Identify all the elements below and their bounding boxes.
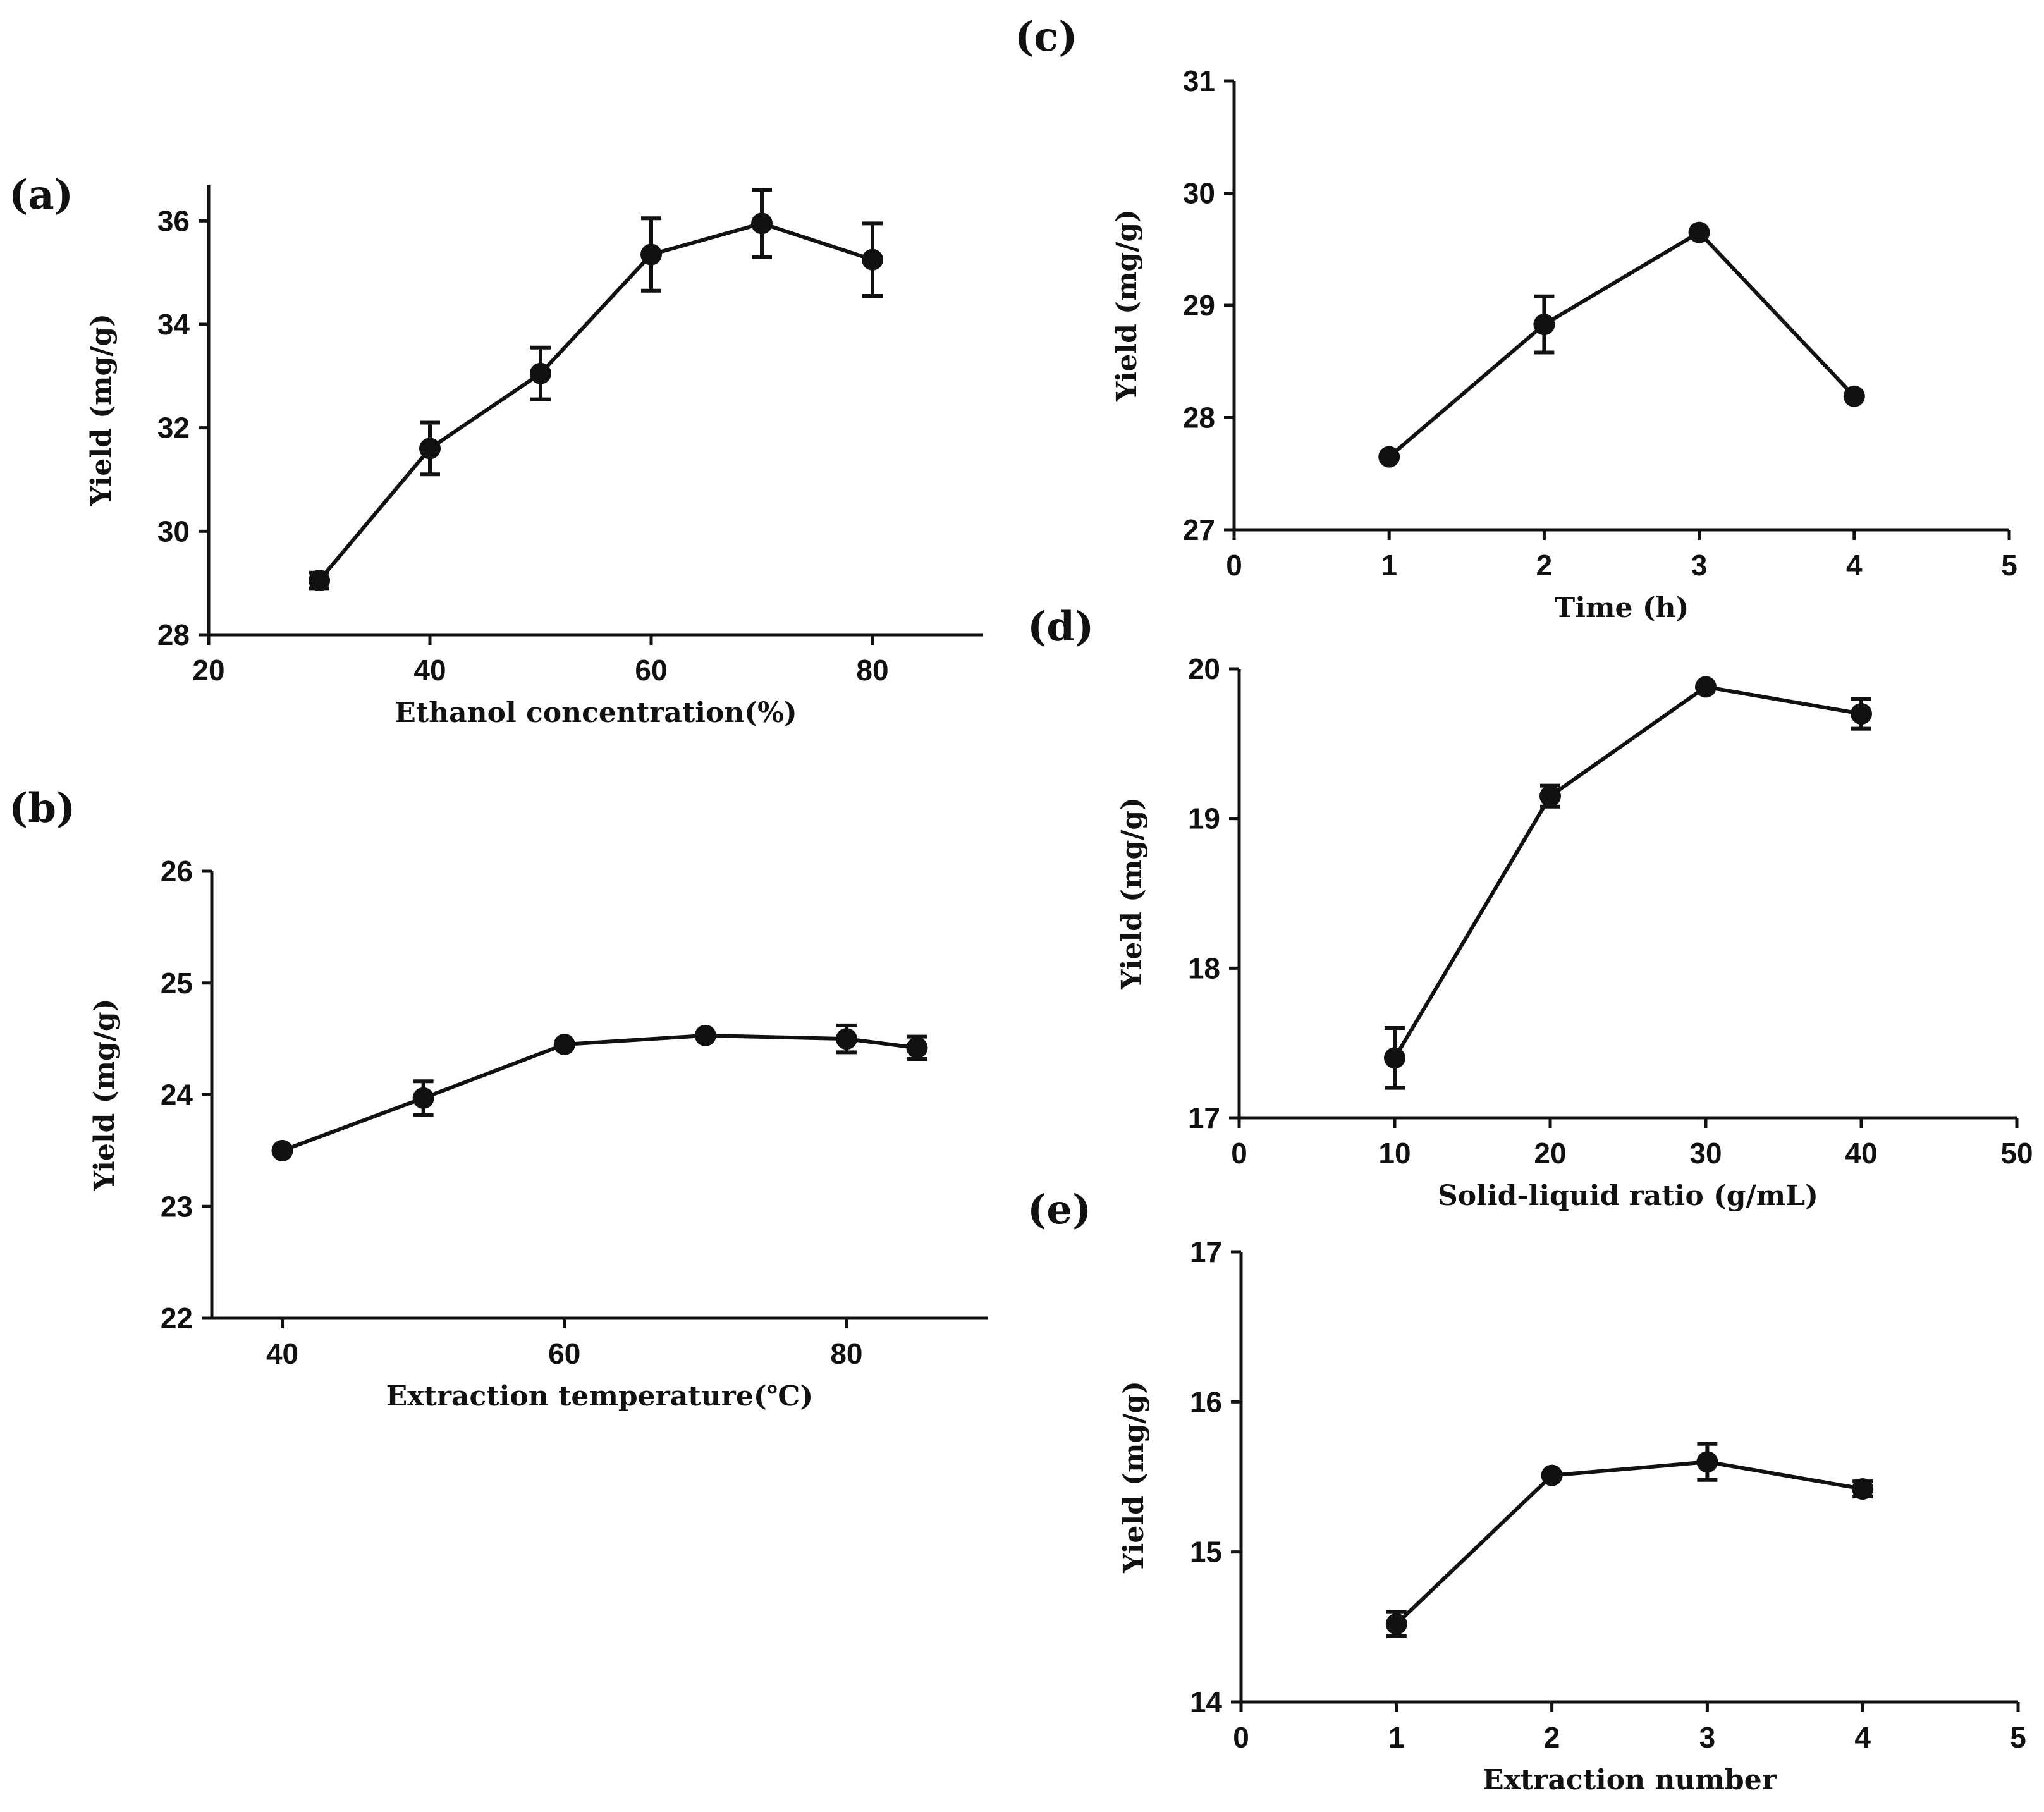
x-axis-title-a: Ethanol concentration(%) — [395, 697, 797, 729]
y-tick-label-a: 28 — [157, 618, 190, 651]
x-tick-label-e: 1 — [1388, 1721, 1405, 1754]
data-point-b-2 — [553, 1033, 575, 1055]
data-point-a-2 — [530, 362, 551, 384]
data-point-a-0 — [309, 570, 330, 592]
y-tick-label-e: 17 — [1190, 1235, 1222, 1268]
y-tick-label-d: 20 — [1188, 652, 1220, 685]
y-tick-label-c: 28 — [1183, 401, 1215, 434]
data-point-e-0 — [1385, 1613, 1407, 1635]
y-axis-title-c: Yield (mg/g) — [1111, 209, 1143, 402]
y-tick-label-c: 30 — [1183, 177, 1215, 210]
y-tick-label-a: 30 — [157, 515, 190, 548]
x-tick-label-e: 4 — [1854, 1721, 1871, 1754]
x-tick-label-e: 2 — [1544, 1721, 1560, 1754]
data-point-a-4 — [751, 212, 773, 235]
x-tick-label-c: 4 — [1846, 549, 1863, 582]
x-tick-label-d: 30 — [1689, 1137, 1722, 1170]
y-tick-label-d: 17 — [1188, 1101, 1220, 1134]
y-tick-label-e: 16 — [1190, 1385, 1222, 1418]
series-line-e-0 — [1395, 1460, 1863, 1625]
data-point-a-1 — [419, 438, 441, 460]
data-point-c-0 — [1378, 446, 1400, 468]
series-line-b-0 — [281, 1033, 917, 1153]
y-tick-label-c: 31 — [1183, 64, 1215, 97]
y-tick-label-d: 19 — [1188, 802, 1220, 835]
data-point-c-2 — [1688, 221, 1710, 243]
x-tick-label-b: 80 — [830, 1337, 862, 1370]
series-line-c-0 — [1388, 230, 1856, 458]
data-point-e-3 — [1852, 1478, 1874, 1500]
panel-label-c: (c) — [1015, 13, 1078, 61]
data-point-a-5 — [862, 248, 883, 271]
series-line-a-0 — [317, 221, 873, 582]
y-tick-label-b: 24 — [161, 1079, 193, 1111]
x-axis-title-c: Time (h) — [1555, 592, 1689, 624]
panel-label-e: (e) — [1027, 1186, 1091, 1234]
data-point-d-1 — [1539, 785, 1561, 807]
data-point-c-1 — [1533, 314, 1555, 336]
y-tick-label-d: 18 — [1188, 952, 1220, 984]
y-tick-label-c: 27 — [1183, 513, 1215, 546]
data-point-b-0 — [271, 1139, 293, 1161]
y-tick-label-b: 25 — [161, 967, 193, 1000]
x-tick-label-b: 40 — [266, 1337, 298, 1370]
series-line-d-0 — [1393, 685, 1862, 1059]
y-tick-label-e: 14 — [1190, 1686, 1223, 1718]
x-tick-label-c: 2 — [1536, 549, 1553, 582]
x-tick-label-e: 0 — [1233, 1721, 1249, 1754]
x-axis-title-e: Extraction number — [1483, 1764, 1777, 1796]
chart-panel-d: (d) 0 10 20 30 40 50 17 18 19 20 Solid-liquid ratio… — [1027, 603, 2033, 1212]
data-point-e-2 — [1696, 1451, 1718, 1473]
y-tick-label-e: 15 — [1190, 1536, 1222, 1569]
panel-label-b: (b) — [9, 785, 75, 832]
data-point-e-1 — [1541, 1464, 1563, 1486]
x-tick-label-a: 40 — [413, 654, 446, 687]
x-axis-title-b: Extraction temperature(℃) — [386, 1380, 813, 1412]
y-axis-title-e: Yield (mg/g) — [1118, 1381, 1150, 1574]
data-point-d-3 — [1851, 703, 1872, 725]
data-point-b-3 — [694, 1024, 716, 1046]
chart-panel-c: (c) 0 1 2 3 4 5 27 28 29 30 31 Time (h) Yield (mg/g) — [1015, 13, 2017, 624]
x-tick-label-d: 20 — [1534, 1137, 1566, 1170]
x-tick-label-d: 40 — [1845, 1137, 1877, 1170]
x-tick-label-b: 60 — [548, 1337, 580, 1370]
data-point-d-0 — [1384, 1047, 1405, 1069]
x-tick-label-c: 0 — [1226, 549, 1242, 582]
x-tick-label-a: 20 — [192, 654, 224, 687]
x-tick-label-c: 1 — [1381, 549, 1397, 582]
y-tick-label-c: 29 — [1183, 289, 1215, 322]
panel-label-d: (d) — [1027, 603, 1094, 651]
chart-panel-e: (e) 0 1 2 3 4 5 14 15 16 17 Extraction number Yield … — [1027, 1186, 2026, 1796]
y-tick-label-b: 22 — [161, 1302, 193, 1335]
y-tick-label-a: 36 — [157, 204, 190, 237]
y-axis-title-d: Yield (mg/g) — [1116, 797, 1148, 990]
x-tick-label-a: 60 — [635, 654, 667, 687]
data-point-b-4 — [835, 1028, 857, 1050]
chart-panel-a: (a) 20 40 60 80 28 30 32 34 36 Ethanol concentrati… — [9, 171, 983, 729]
y-tick-label-a: 32 — [157, 412, 190, 444]
x-tick-label-e: 3 — [1699, 1721, 1716, 1754]
data-point-a-3 — [640, 243, 662, 266]
y-tick-label-a: 34 — [157, 308, 190, 341]
data-point-b-1 — [412, 1087, 434, 1109]
y-axis-title-b: Yield (mg/g) — [89, 999, 121, 1192]
y-axis-title-a: Yield (mg/g) — [85, 314, 118, 506]
x-tick-label-d: 0 — [1231, 1137, 1247, 1170]
data-point-c-3 — [1843, 385, 1865, 407]
x-tick-label-d: 10 — [1378, 1137, 1411, 1170]
x-tick-label-c: 3 — [1691, 549, 1708, 582]
y-tick-label-b: 26 — [161, 855, 193, 888]
data-point-d-2 — [1695, 676, 1717, 698]
x-tick-label-a: 80 — [856, 654, 888, 687]
panel-label-a: (a) — [9, 171, 73, 219]
x-tick-label-c: 5 — [2001, 549, 2017, 582]
y-tick-label-b: 23 — [161, 1190, 193, 1223]
chart-panel-b: (b) 40 60 80 22 23 24 25 26 Extraction temperatur… — [9, 785, 988, 1412]
x-tick-label-d: 50 — [2000, 1137, 2033, 1170]
data-point-b-5 — [906, 1037, 928, 1059]
x-tick-label-e: 5 — [2010, 1721, 2026, 1754]
x-axis-title-d: Solid-liquid ratio (g/mL) — [1438, 1180, 1818, 1212]
